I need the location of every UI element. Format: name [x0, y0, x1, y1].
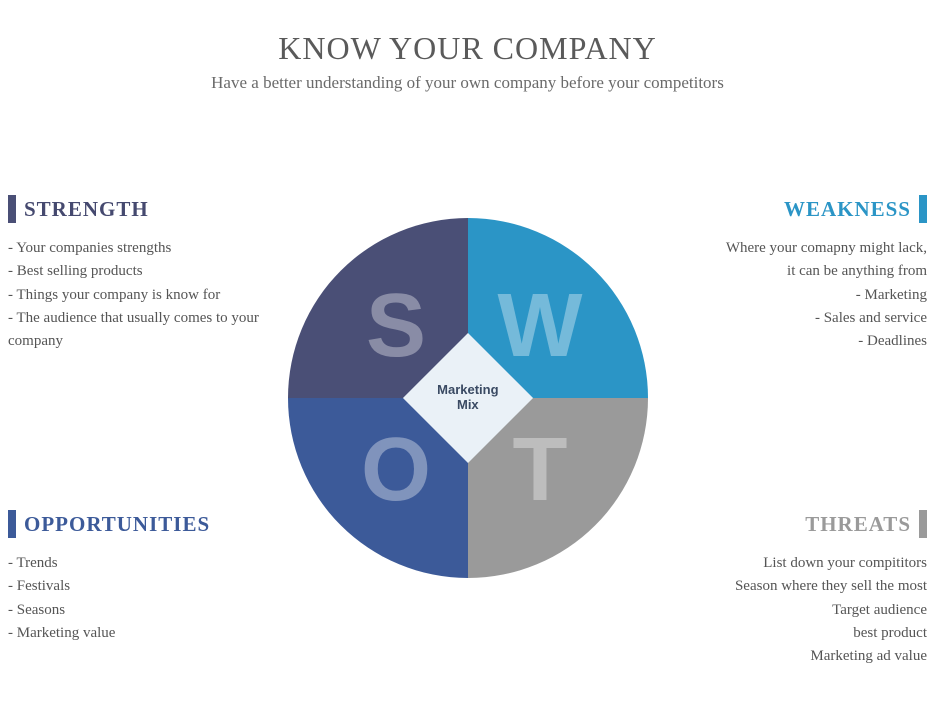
section-opportunities: OPPORTUNITIES - Trends- Festivals- Seaso…	[8, 510, 268, 645]
quadrant-letter-s: S	[366, 281, 426, 371]
section-body-weakness: Where your comapny might lack,it can be …	[667, 237, 927, 353]
swot-circle: S W O T MarketingMix	[288, 218, 648, 578]
center-label: MarketingMix	[437, 383, 498, 413]
section-body-strength: - Your companies strengths- Best selling…	[8, 237, 268, 353]
section-title-strength: STRENGTH	[24, 197, 149, 222]
quadrant-letter-o: O	[361, 425, 431, 515]
quadrant-letter-t: T	[513, 425, 568, 515]
section-title-threats: THREATS	[805, 512, 911, 537]
page-subtitle: Have a better understanding of your own …	[0, 73, 935, 93]
section-title-weakness: WEAKNESS	[784, 197, 911, 222]
section-body-opportunities: - Trends- Festivals- Seasons- Marketing …	[8, 552, 268, 645]
section-body-threats: List down your compititorsSeason where t…	[667, 552, 927, 668]
section-weakness: WEAKNESS Where your comapny might lack,i…	[667, 195, 927, 353]
page-title: KNOW YOUR COMPANY	[0, 0, 935, 67]
bar-icon	[8, 510, 16, 538]
bar-icon	[919, 195, 927, 223]
section-strength: STRENGTH - Your companies strengths- Bes…	[8, 195, 268, 353]
quadrant-letter-w: W	[498, 281, 583, 371]
section-threats: THREATS List down your compititorsSeason…	[667, 510, 927, 668]
section-title-opportunities: OPPORTUNITIES	[24, 512, 210, 537]
bar-icon	[8, 195, 16, 223]
bar-icon	[919, 510, 927, 538]
